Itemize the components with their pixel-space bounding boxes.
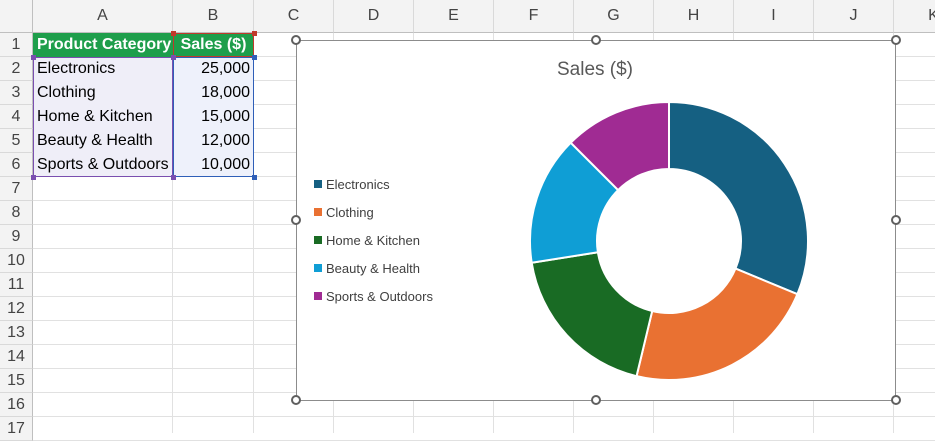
- row-header-6[interactable]: 6: [0, 153, 33, 177]
- column-header-h[interactable]: H: [654, 0, 734, 33]
- cell-a6[interactable]: Sports & Outdoors: [33, 153, 173, 177]
- row-header-13[interactable]: 13: [0, 321, 33, 345]
- column-header-f[interactable]: F: [494, 0, 574, 33]
- row-header-5[interactable]: 5: [0, 129, 33, 153]
- cell-b2[interactable]: 25,000: [173, 57, 254, 81]
- doughnut-chart[interactable]: Sales ($) Electronics Clothing Home & Kitc…: [296, 40, 896, 401]
- slice-clothing[interactable]: [635, 267, 799, 381]
- range-corner-handle[interactable]: [31, 55, 36, 60]
- range-corner-handle[interactable]: [252, 55, 257, 60]
- resize-handle-bottom-left[interactable]: [291, 395, 301, 405]
- resize-handle-top-left[interactable]: [291, 35, 301, 45]
- range-corner-handle[interactable]: [252, 175, 257, 180]
- row-header-16[interactable]: 16: [0, 393, 33, 417]
- values-range-highlight: [173, 57, 254, 177]
- cell-b5[interactable]: 12,000: [173, 129, 254, 153]
- legend-label[interactable]: Home & Kitchen: [326, 233, 420, 248]
- gridline: [172, 33, 173, 433]
- cell-b3[interactable]: 18,000: [173, 81, 254, 105]
- column-header-c[interactable]: C: [254, 0, 334, 33]
- row-header-3[interactable]: 3: [0, 81, 33, 105]
- row-header-12[interactable]: 12: [0, 297, 33, 321]
- resize-handle-top-right[interactable]: [891, 35, 901, 45]
- resize-handle-top[interactable]: [591, 35, 601, 45]
- slice-sports-outdoors[interactable]: [569, 100, 670, 192]
- series-name-highlight: [173, 33, 254, 57]
- cell-b1[interactable]: Sales ($): [173, 33, 254, 57]
- column-header-g[interactable]: G: [574, 0, 654, 33]
- legend-swatch: [314, 236, 322, 244]
- row-header-2[interactable]: 2: [0, 57, 33, 81]
- legend-label[interactable]: Clothing: [326, 205, 374, 220]
- column-header-j[interactable]: J: [814, 0, 894, 33]
- legend-swatch: [314, 180, 322, 188]
- column-header-a[interactable]: A: [33, 0, 173, 33]
- slice-home-kitchen[interactable]: [530, 251, 654, 378]
- column-header-e[interactable]: E: [414, 0, 494, 33]
- resize-handle-left[interactable]: [291, 215, 301, 225]
- category-range-highlight: [33, 57, 173, 177]
- row-header-15[interactable]: 15: [0, 369, 33, 393]
- cell-a3[interactable]: Clothing: [33, 81, 173, 105]
- legend-label[interactable]: Sports & Outdoors: [326, 289, 433, 304]
- row-header-14[interactable]: 14: [0, 345, 33, 369]
- cell-a5[interactable]: Beauty & Health: [33, 129, 173, 153]
- row-header-8[interactable]: 8: [0, 201, 33, 225]
- cell-b6[interactable]: 10,000: [173, 153, 254, 177]
- range-corner-handle[interactable]: [31, 175, 36, 180]
- range-corner-handle[interactable]: [171, 175, 176, 180]
- range-corner-handle[interactable]: [171, 31, 176, 36]
- resize-handle-right[interactable]: [891, 215, 901, 225]
- chart-title[interactable]: Sales ($): [557, 59, 633, 80]
- cell-a4[interactable]: Home & Kitchen: [33, 105, 173, 129]
- row-header-9[interactable]: 9: [0, 225, 33, 249]
- column-header-i[interactable]: I: [734, 0, 814, 33]
- cell-a2[interactable]: Electronics: [33, 57, 173, 81]
- legend-swatch: [314, 264, 322, 272]
- row-header-17[interactable]: 17: [0, 417, 33, 441]
- column-header-b[interactable]: B: [173, 0, 254, 33]
- legend-swatch: [314, 292, 322, 300]
- row-header-10[interactable]: 10: [0, 249, 33, 273]
- row-header-4[interactable]: 4: [0, 105, 33, 129]
- row-header-7[interactable]: 7: [0, 177, 33, 201]
- range-corner-handle[interactable]: [252, 31, 257, 36]
- chart-canvas: Sales ($) Electronics Clothing Home & Kitc…: [314, 59, 809, 381]
- legend-label[interactable]: Electronics: [326, 177, 390, 192]
- range-corner-handle[interactable]: [171, 55, 176, 60]
- cell-b4[interactable]: 15,000: [173, 105, 254, 129]
- resize-handle-bottom[interactable]: [591, 395, 601, 405]
- slice-electronics[interactable]: [668, 100, 809, 296]
- legend-label[interactable]: Beauty & Health: [326, 261, 420, 276]
- gridline: [253, 33, 254, 433]
- resize-handle-bottom-right[interactable]: [891, 395, 901, 405]
- cell-a1[interactable]: Product Category: [33, 33, 173, 57]
- gridline: [33, 416, 935, 417]
- select-all-corner[interactable]: [0, 0, 33, 33]
- legend-swatch: [314, 208, 322, 216]
- column-header-d[interactable]: D: [334, 0, 414, 33]
- row-header-11[interactable]: 11: [0, 273, 33, 297]
- column-header-k[interactable]: K: [894, 0, 935, 33]
- row-header-1[interactable]: 1: [0, 33, 33, 57]
